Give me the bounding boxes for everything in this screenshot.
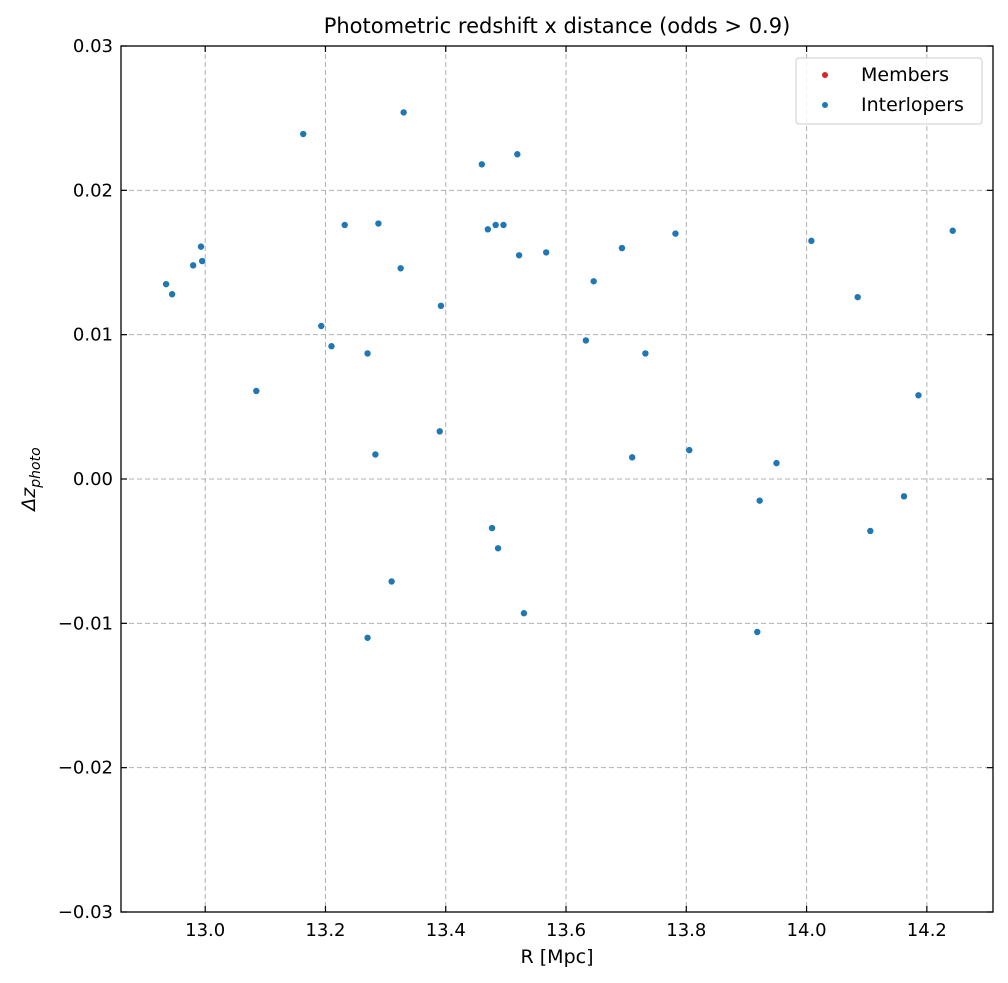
legend-label-members: Members xyxy=(861,64,949,86)
point-interlopers xyxy=(372,451,379,458)
point-interlopers xyxy=(388,578,395,585)
point-interlopers xyxy=(484,226,492,233)
y-tick-label: 0.00 xyxy=(73,469,113,490)
point-interlopers xyxy=(915,392,922,399)
x-tick-label: 13.2 xyxy=(305,920,345,941)
point-interlopers xyxy=(773,459,780,467)
legend: Members Interlopers xyxy=(795,57,983,125)
y-tick-label: 0.02 xyxy=(73,180,113,201)
legend-box xyxy=(795,57,983,125)
point-interlopers xyxy=(494,545,502,552)
x-tick-label: 13.6 xyxy=(546,920,586,941)
y-tick-label: −0.01 xyxy=(58,613,113,634)
point-interlopers xyxy=(854,293,861,301)
point-interlopers xyxy=(168,291,176,298)
y-tick-label: −0.02 xyxy=(58,758,113,779)
grid xyxy=(121,46,993,912)
point-interlopers xyxy=(867,527,874,535)
point-interlopers xyxy=(436,428,443,435)
point-interlopers xyxy=(514,151,521,158)
point-interlopers xyxy=(756,497,763,504)
legend-marker-interlopers xyxy=(822,102,828,108)
point-interlopers xyxy=(364,350,371,357)
point-interlopers xyxy=(520,610,528,617)
point-interlopers xyxy=(686,446,693,454)
ticks: 13.0 13.2 13.4 13.6 13.8 14.0 14.2 −0.03 −0.02 −0… xyxy=(58,36,993,941)
y-axis-label-main: Δz xyxy=(18,487,40,513)
point-interlopers xyxy=(590,278,597,285)
y-axis-label-subscript: photo xyxy=(28,447,44,488)
point-interlopers xyxy=(618,244,626,252)
point-interlopers xyxy=(808,237,815,245)
point-interlopers xyxy=(500,221,507,229)
point-interlopers xyxy=(642,350,649,357)
point-interlopers xyxy=(582,337,590,344)
point-interlopers xyxy=(900,493,908,500)
point-interlopers xyxy=(949,227,956,234)
point-interlopers xyxy=(375,220,382,227)
point-interlopers xyxy=(253,387,260,395)
point-interlopers xyxy=(754,628,761,636)
point-interlopers xyxy=(515,252,523,259)
point-interlopers xyxy=(437,302,445,309)
point-interlopers xyxy=(478,161,486,168)
x-tick-label: 14.2 xyxy=(907,920,947,941)
point-interlopers xyxy=(488,524,496,532)
point-interlopers xyxy=(672,230,679,237)
y-tick-label: 0.01 xyxy=(73,325,113,346)
x-tick-label: 13.0 xyxy=(185,920,225,941)
legend-marker-members xyxy=(822,72,828,78)
point-interlopers xyxy=(300,130,307,138)
point-interlopers xyxy=(318,322,325,330)
legend-label-interlopers: Interlopers xyxy=(861,94,964,116)
point-interlopers xyxy=(197,243,205,250)
point-interlopers xyxy=(628,454,636,461)
point-interlopers xyxy=(198,257,206,265)
point-interlopers xyxy=(189,262,197,269)
y-tick-label: −0.03 xyxy=(58,902,113,923)
point-interlopers xyxy=(542,249,550,256)
x-tick-label: 13.4 xyxy=(426,920,466,941)
point-interlopers xyxy=(397,265,404,272)
point-interlopers xyxy=(328,343,335,350)
point-interlopers xyxy=(364,634,371,641)
chart-title: Photometric redshift x distance (odds > … xyxy=(324,14,791,38)
y-axis-label: Δzphoto xyxy=(18,447,44,512)
point-interlopers xyxy=(341,221,348,229)
x-axis-label: R [Mpc] xyxy=(521,946,594,968)
x-tick-label: 14.0 xyxy=(787,920,827,941)
point-interlopers xyxy=(492,221,499,229)
data-points xyxy=(162,109,956,641)
point-interlopers xyxy=(162,280,170,288)
x-tick-label: 13.8 xyxy=(666,920,706,941)
y-tick-label: 0.03 xyxy=(73,36,113,57)
point-interlopers xyxy=(400,109,407,116)
